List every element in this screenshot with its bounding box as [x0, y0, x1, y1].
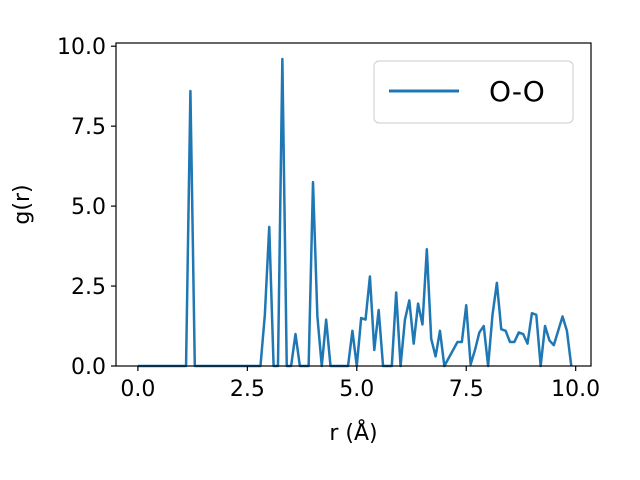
y-tick-label: 5.0 — [71, 195, 106, 220]
ticks: 0.0 2.5 5.0 7.5 10.0 0.0 2.5 5.0 7.5 10.0 — [57, 35, 600, 402]
y-tick-label: 10.0 — [57, 35, 106, 60]
x-tick-label: 5.0 — [339, 377, 374, 402]
y-tick-label: 7.5 — [71, 115, 106, 140]
y-tick-label: 0.0 — [71, 355, 106, 380]
plot-area — [137, 57, 573, 368]
axes-frame — [115, 42, 592, 367]
x-axis-label: r (Å) — [329, 419, 377, 446]
x-tick-label: 7.5 — [449, 377, 484, 402]
y-tick-label: 2.5 — [71, 275, 106, 300]
legend-label: O-O — [489, 75, 545, 108]
x-tick-label: 2.5 — [230, 377, 265, 402]
series-line-0 — [137, 57, 573, 368]
x-tick-label: 0.0 — [120, 377, 155, 402]
legend-box — [373, 60, 574, 124]
y-axis-label: g(r) — [10, 184, 35, 224]
x-tick-label: 10.0 — [551, 377, 600, 402]
legend: O-O — [373, 60, 574, 124]
